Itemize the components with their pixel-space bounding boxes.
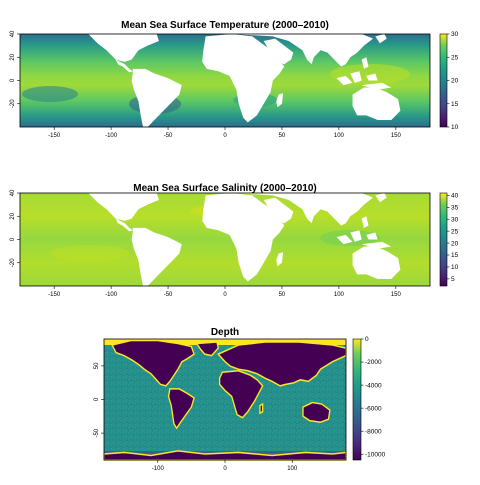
depth-panel: Depth -100 0 100 -50 0 50 -10000 -8000 -6000 -4… [94,327,386,472]
sst-colorbar: 10 15 20 25 30 [439,31,459,131]
depth-colorbar: -10000 -8000 -6000 -4000 -2000 0 [352,336,386,461]
sst-y-axis: -20 0 20 40 [10,30,20,108]
depth-x-tick-label: 100 [287,466,298,472]
sst-x-tick-label: -150 [48,133,61,139]
sst-colorbar-tick-label: 25 [451,54,459,61]
depth-x-tick-label: 0 [223,466,227,472]
depth-y-tick-label: -50 [94,428,100,437]
sss-colorbar-ramp [439,192,448,287]
depth-x-axis: -100 0 100 [152,460,298,472]
sst-x-tick-label: 50 [279,133,286,139]
sst-colorbar-tick-label: 30 [451,31,459,38]
sss-y-tick-label: -20 [10,258,16,267]
depth-arctic-shelf [104,339,346,345]
depth-colorbar-tick-label: -8000 [365,428,382,435]
sss-colorbar-tick-label: 25 [451,228,459,235]
sst-y-tick-label: 40 [10,30,16,37]
sss-x-tick-label: -150 [48,292,61,298]
sss-salty-patch [50,245,130,261]
depth-colorbar-tick-label: 0 [365,336,369,343]
sss-x-tick-label: 0 [223,292,227,298]
sss-colorbar-tick-label: 40 [451,193,459,200]
depth-y-axis: -50 0 50 [94,362,104,437]
sst-y-tick-label: 0 [10,78,16,82]
sst-colorbar-ramp [439,33,448,128]
depth-x-tick-label: -100 [152,466,165,472]
sss-y-axis: -20 0 20 40 [10,189,20,267]
sss-y-tick-label: 20 [10,212,16,219]
depth-colorbar-tick-label: -4000 [365,382,382,389]
sst-colorbar-tick-label: 10 [451,124,459,131]
sss-colorbar-tick-label: 30 [451,216,459,223]
sss-x-tick-label: 50 [279,292,286,298]
sss-title: Mean Sea Surface Salinity (2000–2010) [133,183,316,194]
sss-colorbar-tick-label: 20 [451,240,459,247]
sss-colorbar-tick-label: 35 [451,205,459,212]
sss-x-axis: -150 -100 -50 0 50 100 150 [48,286,401,298]
sst-y-tick-label: -20 [10,99,16,108]
depth-y-tick-label: 50 [94,362,100,369]
depth-colorbar-tick-label: -10000 [365,451,386,458]
depth-colorbar-tick-label: -6000 [365,405,382,412]
sst-x-tick-label: 100 [334,133,345,139]
sst-title: Mean Sea Surface Temperature (2000–2010) [121,20,329,31]
sst-x-tick-label: 0 [223,133,227,139]
sss-fresh-patch [320,230,380,246]
sst-y-tick-label: 20 [10,53,16,60]
sss-colorbar-tick-label: 10 [451,264,459,271]
sss-x-tick-label: -50 [164,292,173,298]
sst-x-axis: -150 -100 -50 0 50 100 150 [48,127,401,139]
sst-x-tick-label: -50 [164,133,173,139]
sss-map [19,192,431,287]
sst-x-tick-label: 150 [391,133,402,139]
depth-y-tick-label: 0 [94,397,100,401]
sss-colorbar-tick-label: 5 [451,276,455,283]
depth-colorbar-ramp [352,338,362,461]
sss-x-tick-label: 150 [391,292,402,298]
sst-colorbar-tick-label: 15 [451,101,459,108]
sst-panel: Mean Sea Surface Temperature (2000–2010)… [10,20,459,139]
depth-title: Depth [211,327,239,338]
sss-x-tick-label: 100 [334,292,345,298]
depth-colorbar-tick-label: -2000 [365,359,382,366]
sss-colorbar: 5 10 15 20 25 30 35 40 [439,192,459,287]
sss-y-tick-label: 0 [10,237,16,241]
sss-colorbar-tick-label: 15 [451,252,459,259]
sst-warm-pool [330,64,410,84]
sss-x-tick-label: -100 [105,292,118,298]
sst-x-tick-label: -100 [105,133,118,139]
depth-map [103,338,347,461]
sst-cool-patch [22,86,78,102]
sst-colorbar-tick-label: 20 [451,78,459,85]
sst-map [19,33,431,128]
sss-y-tick-label: 40 [10,189,16,196]
sss-panel: Mean Sea Surface Salinity (2000–2010) -1… [10,183,459,298]
